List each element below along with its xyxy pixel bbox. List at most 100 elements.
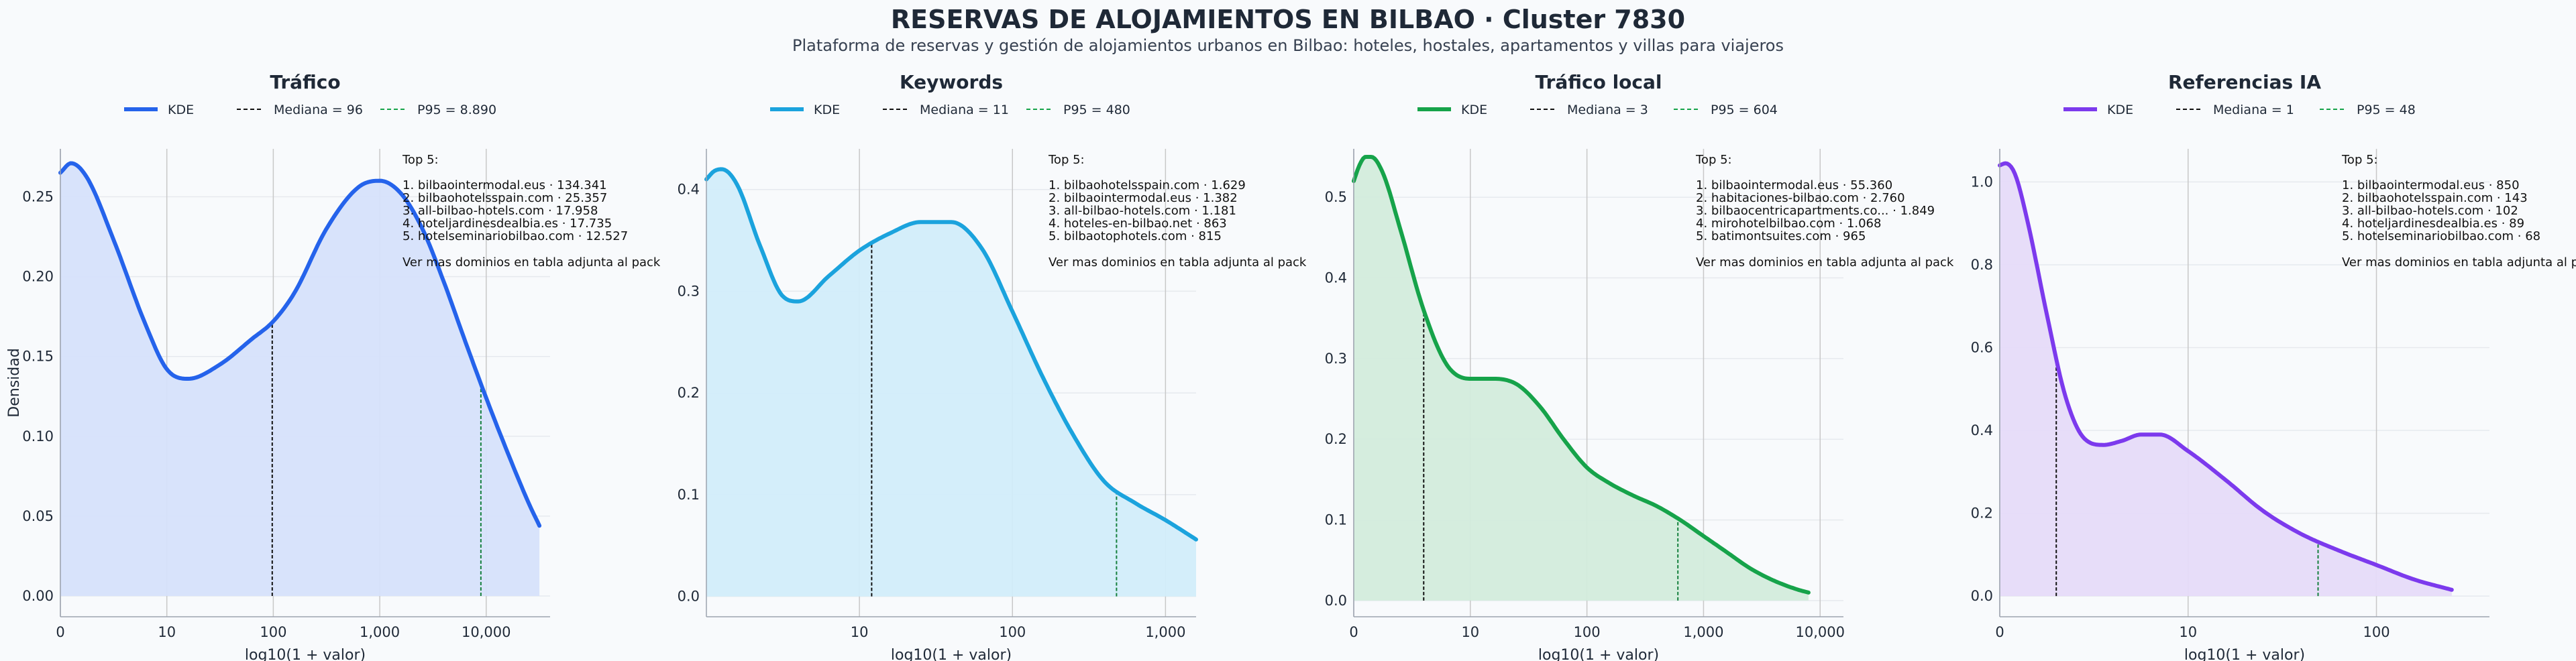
y-tick-label: 0.0: [678, 589, 700, 605]
top5-item: 5. bilbaotophotels.com · 815: [1049, 229, 1222, 243]
page-subtitle: Plataforma de reservas y gestión de aloj…: [792, 36, 1784, 55]
y-tick-label: 0.10: [22, 428, 54, 444]
x-tick-label: 10,000: [1795, 624, 1844, 640]
y-axis-label: Densidad: [6, 348, 23, 417]
top5-item: 5. hotelseminariobilbao.com · 12.527: [402, 229, 628, 243]
kde-area: [1354, 157, 1809, 601]
top5-item: 4. hoteljardinesdealbia.es · 17.735: [402, 217, 612, 231]
kde-line: [1998, 161, 2454, 592]
y-tick-label: 0.3: [678, 283, 700, 299]
top5-title: Top 5:: [2341, 153, 2378, 167]
y-tick-label: 0.5: [1325, 189, 1347, 205]
x-tick-label: 1,000: [360, 624, 400, 640]
top5-item: 1. bilbaointermodal.eus · 134.341: [402, 178, 607, 192]
top5-item: 4. mirohotelbilbao.com · 1.068: [1696, 217, 1881, 231]
top5-item: 3. all-bilbao-hotels.com · 17.958: [402, 204, 598, 218]
legend-label-median: Mediana = 1: [2213, 103, 2294, 117]
x-tick-label: 10: [851, 624, 869, 640]
x-axis-label: log10(1 + valor): [1538, 647, 1659, 661]
top5-item: 4. hoteles-en-bilbao.net · 863: [1049, 217, 1227, 231]
legend-label-p95: P95 = 48: [2357, 103, 2416, 117]
panel-title: Tráfico: [270, 71, 340, 93]
chart-panel-1: Keywords KDE Mediana = 11 P95 = 480 0.0 0.1 0.…: [678, 71, 1307, 661]
top5-title: Top 5:: [402, 153, 439, 167]
x-tick-label: 10: [1461, 624, 1479, 640]
legend: KDE Mediana = 1 P95 = 48: [2063, 103, 2416, 117]
top5-item: 1. bilbaohotelsspain.com · 1.629: [1049, 178, 1246, 192]
x-tick-label: 1,000: [1145, 624, 1185, 640]
y-tick-label: 0.4: [1971, 422, 1993, 438]
y-tick-label: 0.0: [1971, 588, 1993, 604]
top5-item: 1. bilbaointermodal.eus · 55.360: [1696, 178, 1892, 192]
legend: KDE Mediana = 96 P95 = 8.890: [124, 103, 496, 117]
x-tick-label: 0: [1995, 624, 2004, 640]
kde-line: [58, 161, 542, 528]
top5-item: 3. all-bilbao-hotels.com · 102: [2342, 204, 2518, 218]
x-tick-label: 10: [2179, 624, 2197, 640]
legend-label-median: Mediana = 96: [274, 103, 363, 117]
panel-title: Keywords: [900, 71, 1003, 93]
y-tick-label: 0.6: [1971, 339, 1993, 355]
legend-label-median: Mediana = 3: [1567, 103, 1648, 117]
kde-area: [60, 163, 540, 596]
y-tick-label: 0.2: [678, 385, 700, 401]
x-tick-label: 100: [999, 624, 1026, 640]
x-tick-label: 100: [1574, 624, 1601, 640]
legend-label-p95: P95 = 604: [1711, 103, 1778, 117]
top5-note: Ver mas dominios en tabla adjunta al pac…: [1696, 255, 1954, 269]
y-tick-label: 1.0: [1971, 174, 1993, 190]
panel-title: Tráfico local: [1536, 71, 1662, 93]
y-tick-label: 0.1: [1325, 512, 1347, 528]
legend: KDE Mediana = 3 P95 = 604: [1417, 103, 1778, 117]
legend-label-kde: KDE: [168, 103, 194, 117]
legend-label-kde: KDE: [2107, 103, 2133, 117]
top5-item: 2. bilbaointermodal.eus · 1.382: [1049, 191, 1238, 205]
x-tick-label: 0: [1349, 624, 1358, 640]
top5-item: 5. hotelseminariobilbao.com · 68: [2342, 229, 2540, 243]
x-axis-label: log10(1 + valor): [245, 647, 366, 661]
y-tick-label: 0.2: [1971, 505, 1993, 522]
kde-line: [704, 167, 1198, 542]
top5-item: 1. bilbaointermodal.eus · 850: [2342, 178, 2520, 192]
y-tick-label: 0.05: [22, 508, 54, 524]
y-tick-label: 0.1: [678, 487, 700, 503]
x-tick-label: 10,000: [462, 624, 511, 640]
top5-title: Top 5:: [1048, 153, 1085, 167]
x-axis-label: log10(1 + valor): [891, 647, 1012, 661]
top5-item: 2. habitaciones-bilbao.com · 2.760: [1696, 191, 1905, 205]
y-tick-label: 0.2: [1325, 431, 1347, 447]
x-tick-label: 0: [56, 624, 64, 640]
y-tick-label: 0.4: [678, 182, 700, 198]
top5-item: 3. bilbaocentricapartments.co... · 1.849: [1696, 204, 1935, 218]
y-tick-label: 0.15: [22, 349, 54, 365]
legend-label-p95: P95 = 480: [1063, 103, 1130, 117]
y-tick-label: 0.3: [1325, 351, 1347, 367]
y-tick-label: 0.00: [22, 588, 54, 604]
top5-note: Ver mas dominios en tabla adjunta al pac…: [2342, 255, 2576, 269]
x-tick-label: 100: [260, 624, 286, 640]
panel-title: Referencias IA: [2168, 71, 2321, 93]
top5-item: 2. bilbaohotelsspain.com · 143: [2342, 191, 2528, 205]
x-tick-label: 100: [2363, 624, 2390, 640]
y-tick-label: 0.25: [22, 188, 54, 204]
legend-label-kde: KDE: [814, 103, 840, 117]
chart-panel-0: Tráfico KDE Mediana = 96 P95 = 8.890 0.00 0.0…: [6, 71, 661, 661]
top5-item: 2. bilbaohotelsspain.com · 25.357: [402, 191, 607, 205]
top5-title: Top 5:: [1695, 153, 1732, 167]
legend-label-kde: KDE: [1461, 103, 1487, 117]
kde-area: [2000, 163, 2452, 597]
top5-note: Ver mas dominios en tabla adjunta al pac…: [402, 255, 661, 269]
y-tick-label: 0.20: [22, 269, 54, 285]
kde-line: [1352, 155, 1811, 595]
legend-label-p95: P95 = 8.890: [417, 103, 496, 117]
x-tick-label: 10: [158, 624, 176, 640]
y-tick-label: 0.8: [1971, 257, 1993, 273]
page-title: RESERVAS DE ALOJAMIENTOS EN BILBAO · Clu…: [891, 5, 1685, 34]
x-tick-label: 1,000: [1683, 624, 1723, 640]
top5-item: 5. batimontsuites.com · 965: [1696, 229, 1866, 243]
chart-panel-3: Referencias IA KDE Mediana = 1 P95 = 48 0.0 0…: [1971, 71, 2576, 661]
top5-note: Ver mas dominios en tabla adjunta al pac…: [1049, 255, 1307, 269]
